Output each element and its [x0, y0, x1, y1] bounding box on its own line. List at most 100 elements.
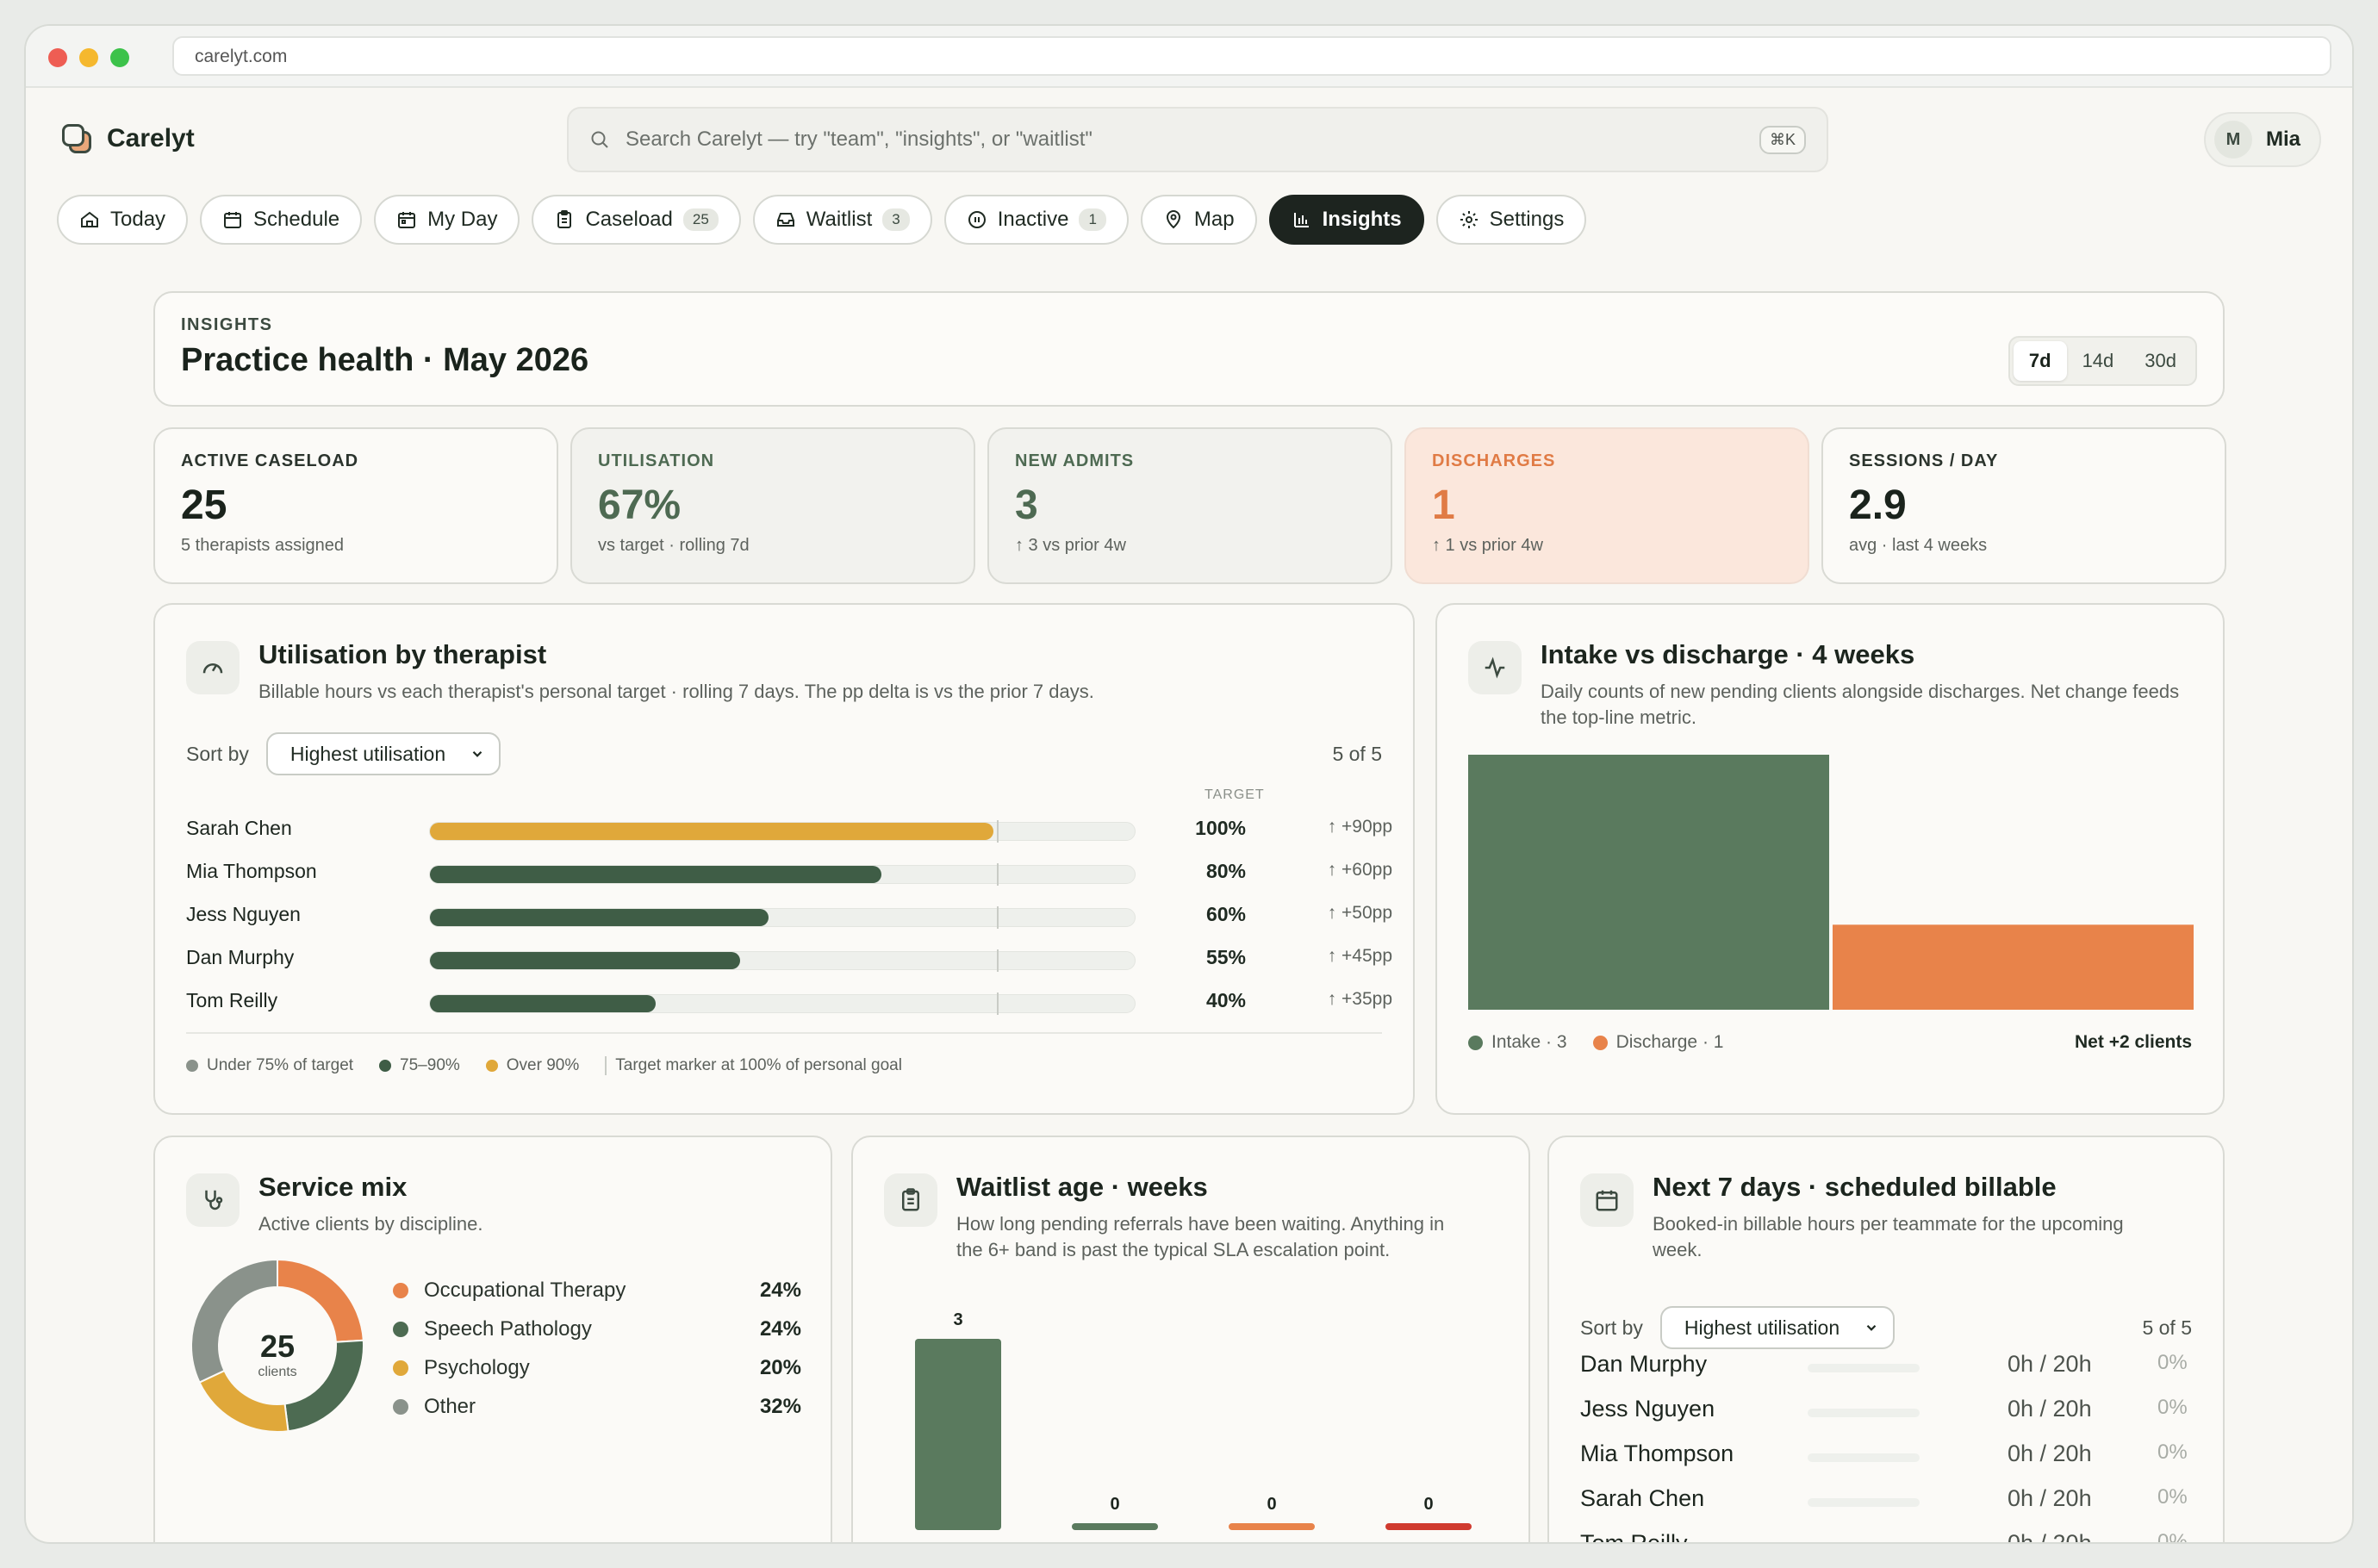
nav-insights[interactable]: Insights	[1268, 195, 1424, 245]
nav-caseload[interactable]: Caseload 25	[532, 195, 741, 245]
stat-new-admits: NEW ADMITS 3 ↑ 3 vs prior 4w	[987, 427, 1392, 584]
page-eyebrow: INSIGHTS	[181, 315, 273, 334]
utilisation-pct: 60%	[1205, 903, 1246, 925]
utilisation-bar	[430, 823, 994, 840]
service-mix-panel: Service mix Active clients by discipline…	[153, 1136, 832, 1542]
utilisation-pct: 80%	[1205, 860, 1246, 882]
utilisation-delta: ↑ +60pp	[1327, 860, 1392, 880]
brand[interactable]: Carelyt	[60, 122, 195, 155]
search-shortcut: ⌘K	[1759, 125, 1806, 154]
nav-map[interactable]: Map	[1140, 195, 1257, 245]
stat-sub: ↑ 3 vs prior 4w	[1015, 536, 1126, 555]
target-marker	[997, 906, 999, 929]
legend-dot	[393, 1360, 408, 1376]
intake-discharge-chart	[1468, 755, 2194, 1010]
nav-label: My Day	[427, 208, 498, 231]
gauge-icon	[186, 641, 240, 694]
waitlist-value-label: 0	[1267, 1495, 1276, 1514]
sort-value: Highest utilisation	[1684, 1316, 1840, 1339]
nav-label: Today	[110, 208, 166, 231]
close-window-button[interactable]	[48, 48, 67, 67]
legend-over: Over 90%	[485, 1056, 579, 1075]
scheduled-pct: 0%	[2157, 1440, 2188, 1464]
stat-value: 1	[1432, 482, 1455, 528]
stat-discharges: DISCHARGES 1 ↑ 1 vs prior 4w	[1404, 427, 1809, 584]
minimize-window-button[interactable]	[79, 48, 98, 67]
scheduled-track	[1808, 1543, 1920, 1544]
utilisation-row[interactable]: Tom Reilly 40% ↑ +35pp	[186, 989, 1392, 1015]
nav-label: Waitlist	[806, 208, 873, 231]
waitlist-category-label: 6w+	[1411, 1542, 1445, 1544]
teammate-name: Dan Murphy	[1580, 1351, 1708, 1377]
utilisation-track	[429, 863, 1136, 886]
scheduled-row[interactable]: Jess Nguyen 0h / 20h 0%	[1580, 1396, 2192, 1430]
legend-dot	[393, 1283, 408, 1298]
utilisation-track	[429, 820, 1136, 843]
range-14d[interactable]: 14d	[2082, 350, 2114, 371]
utilisation-delta: ↑ +35pp	[1327, 989, 1392, 1009]
intake-discharge-panel: Intake vs discharge · 4 weeks Daily coun…	[1435, 603, 2225, 1115]
service-mix-item: Occupational Therapy 24%	[393, 1279, 801, 1303]
sort-select[interactable]: Highest utilisation	[265, 732, 501, 775]
stat-label: SESSIONS / DAY	[1849, 451, 1999, 470]
teammate-name: Mia Thompson	[1580, 1440, 1734, 1466]
utilisation-track	[429, 906, 1136, 929]
discipline-pct: 20%	[759, 1356, 801, 1379]
nav-inactive[interactable]: Inactive 1	[943, 195, 1129, 245]
range-selector: 7d 14d 30d	[2008, 336, 2197, 386]
range-7d[interactable]: 7d	[2013, 341, 2067, 381]
legend-target: Target marker at 100% of personal goal	[605, 1056, 902, 1075]
utilisation-legend: Under 75% of target 75–90% Over 90% Targ…	[186, 1056, 902, 1075]
utilisation-bar	[430, 952, 740, 969]
waitlist-value-label: 0	[1423, 1495, 1433, 1514]
brand-name: Carelyt	[107, 124, 195, 152]
panel-subtitle: Daily counts of new pending clients alon…	[1541, 681, 2180, 728]
utilisation-row[interactable]: Sarah Chen 100% ↑ +90pp	[186, 817, 1392, 843]
maximize-window-button[interactable]	[110, 48, 129, 67]
address-bar[interactable]: carelyt.com	[172, 36, 2331, 76]
utilisation-row[interactable]: Dan Murphy 55% ↑ +45pp	[186, 946, 1392, 972]
scheduled-row[interactable]: Tom Reilly 0h / 20h 0%	[1580, 1530, 2192, 1544]
waitlist-value-label: 3	[953, 1310, 962, 1329]
scheduled-hours: 0h / 20h	[2008, 1485, 2092, 1511]
nav-badge: 25	[682, 208, 719, 231]
nav-today[interactable]: Today	[57, 195, 189, 245]
sort-label: Sort by	[186, 742, 249, 765]
insights-header: INSIGHTS Practice health · May 2026 7d 14…	[153, 291, 2225, 407]
nav-my-day[interactable]: My Day	[374, 195, 520, 245]
intake-legend: Intake · 3 Discharge · 1	[1468, 1032, 1723, 1053]
scheduled-pct: 0%	[2157, 1396, 2188, 1419]
utilisation-track	[429, 949, 1136, 972]
search-bar[interactable]: Search Carelyt — try "team", "insights",…	[567, 107, 1828, 172]
nav-schedule[interactable]: Schedule	[200, 195, 363, 245]
therapist-name: Tom Reilly	[186, 989, 278, 1011]
panel-title: Utilisation by therapist	[258, 639, 547, 669]
legend-mid: 75–90%	[379, 1056, 460, 1075]
utilisation-row[interactable]: Mia Thompson 80% ↑ +60pp	[186, 860, 1392, 886]
panel-subtitle: Booked-in billable hours per teammate fo…	[1653, 1213, 2124, 1260]
sort-label: Sort by	[1580, 1316, 1643, 1339]
scheduled-track	[1808, 1498, 1920, 1507]
user-menu[interactable]: M Mia	[2203, 112, 2321, 167]
legend-dot	[393, 1399, 408, 1415]
scheduled-row[interactable]: Mia Thompson 0h / 20h 0%	[1580, 1440, 2192, 1475]
scheduled-track	[1808, 1453, 1920, 1462]
stat-value: 2.9	[1849, 482, 1907, 528]
panel-subtitle: Active clients by discipline.	[258, 1213, 483, 1235]
sort-select[interactable]: Highest utilisation	[1659, 1306, 1896, 1349]
nav-waitlist[interactable]: Waitlist 3	[752, 195, 932, 245]
discipline-label: Occupational Therapy	[424, 1279, 626, 1302]
scheduled-hours: 0h / 20h	[2008, 1351, 2092, 1377]
panel-subtitle: Billable hours vs each therapist's perso…	[258, 681, 1094, 702]
nav-settings[interactable]: Settings	[1435, 195, 1587, 245]
scheduled-row[interactable]: Dan Murphy 0h / 20h 0%	[1580, 1351, 2192, 1385]
panel-subtitle: How long pending referrals have been wai…	[956, 1213, 1445, 1260]
stat-value: 25	[181, 482, 227, 528]
carelyt-logo-icon	[60, 122, 93, 155]
scheduled-row[interactable]: Sarah Chen 0h / 20h 0%	[1580, 1485, 2192, 1520]
scheduled-pct: 0%	[2157, 1485, 2188, 1509]
range-30d[interactable]: 30d	[2145, 350, 2176, 371]
utilisation-row[interactable]: Jess Nguyen 60% ↑ +50pp	[186, 903, 1392, 929]
stat-sub: 5 therapists assigned	[181, 536, 345, 555]
donut-center-value: 25	[259, 1328, 296, 1364]
